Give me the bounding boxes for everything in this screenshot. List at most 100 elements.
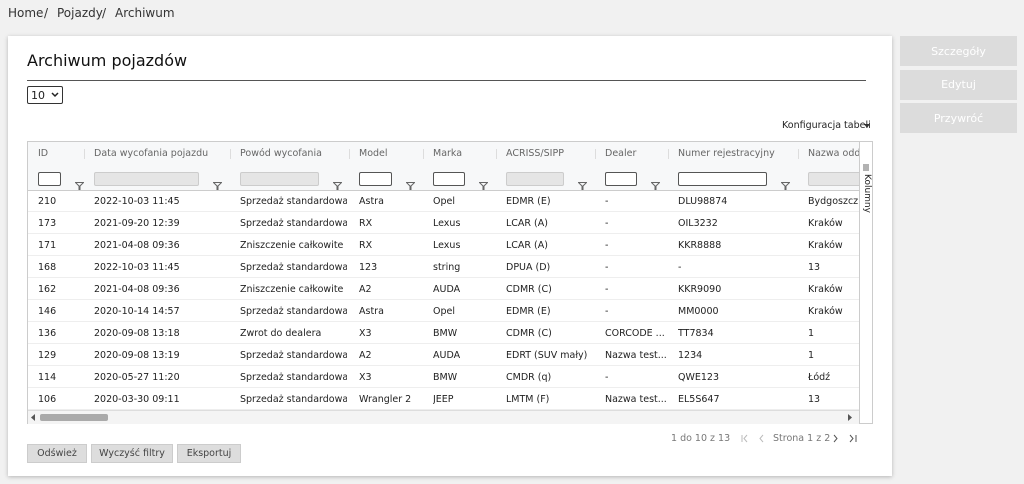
filter-icon[interactable]	[212, 175, 223, 194]
table-cell: CDMR (C)	[506, 328, 552, 339]
table-cell: 2020-10-14 14:57	[94, 306, 180, 317]
filter-input[interactable]	[94, 172, 199, 186]
table-cell: Kraków	[808, 284, 843, 295]
table-cell: 2020-05-27 11:20	[94, 372, 180, 383]
action-button[interactable]: Edytuj	[900, 69, 1017, 100]
column-header[interactable]: Nazwa odd	[808, 148, 860, 159]
table-cell: Sprzedaż standardowa	[240, 372, 347, 383]
columns-panel[interactable]: Kolumny	[860, 141, 873, 424]
table-cell: -	[605, 218, 609, 229]
filter-icon[interactable]	[478, 175, 489, 194]
footer-button[interactable]: Eksportuj	[177, 444, 241, 463]
table-cell: TT7834	[678, 328, 714, 339]
column-divider	[668, 149, 669, 159]
breadcrumb-item[interactable]: Home	[8, 6, 44, 20]
filter-icon[interactable]	[650, 175, 661, 194]
filter-icon[interactable]	[780, 175, 791, 194]
pager-icons	[741, 434, 857, 443]
table-cell: EDMR (E)	[506, 196, 551, 207]
table-cell: 129	[38, 350, 57, 361]
table-cell: -	[678, 262, 682, 273]
page-size-value: 10	[31, 89, 45, 102]
table-cell: Sprzedaż standardowa	[240, 350, 347, 361]
table-cell: CORCODE ...	[605, 328, 665, 339]
table-cell: 2021-04-08 09:36	[94, 240, 180, 251]
column-divider	[496, 149, 497, 159]
column-header[interactable]: Powód wycofania	[240, 148, 322, 159]
filter-icon[interactable]	[405, 175, 416, 194]
table-cell: Zniszczenie całkowite	[240, 284, 344, 295]
page-indicator: Strona 1 z 2	[773, 433, 831, 444]
filter-icon[interactable]	[74, 175, 85, 194]
filter-input[interactable]	[433, 172, 465, 186]
column-header[interactable]: Numer rejestracyjny	[678, 148, 775, 159]
page-size-select[interactable]: 10	[27, 86, 63, 104]
table-cell: AUDA	[433, 284, 461, 295]
h-scroll-thumb[interactable]	[40, 414, 108, 421]
card	[8, 36, 892, 476]
filter-input[interactable]	[359, 172, 392, 186]
table-cell: CMDR (q)	[506, 372, 552, 383]
table-cell: 123	[359, 262, 378, 273]
table-cell: 114	[38, 372, 57, 383]
table-row	[28, 366, 859, 388]
column-header[interactable]: Data wycofania pojazdu	[94, 148, 209, 159]
h-scrollbar[interactable]	[28, 410, 859, 424]
page-range: 1 do 10 z 13	[671, 433, 731, 444]
config-menu[interactable]: Konfiguracja tabeli	[782, 120, 871, 131]
table-row	[28, 256, 859, 278]
filter-input[interactable]	[240, 172, 319, 186]
column-divider	[349, 149, 350, 159]
breadcrumb-item: Archiwum	[115, 6, 175, 20]
action-button[interactable]: Szczegóły	[900, 36, 1017, 66]
table-cell: BMW	[433, 328, 458, 339]
filter-input[interactable]	[506, 172, 564, 186]
breadcrumb-item[interactable]: Pojazdy	[57, 6, 103, 20]
table-cell: X3	[359, 372, 372, 383]
column-header[interactable]: Dealer	[605, 148, 637, 159]
column-header[interactable]: Marka	[433, 148, 463, 159]
table-row	[28, 190, 859, 212]
column-divider	[595, 149, 596, 159]
table-cell: -	[605, 284, 609, 295]
table-cell: Sprzedaż standardowa	[240, 218, 347, 229]
config-menu-label: Konfiguracja tabeli	[782, 120, 871, 131]
table-row	[28, 388, 859, 410]
table-cell: 2022-10-03 11:45	[94, 262, 180, 273]
table-cell: -	[605, 262, 609, 273]
column-header[interactable]: ACRISS/SIPP	[506, 148, 564, 159]
footer-button[interactable]: Odśwież	[27, 444, 87, 463]
filter-input[interactable]	[678, 172, 767, 186]
column-header[interactable]: Model	[359, 148, 388, 159]
card-title: Archiwum pojazdów	[27, 51, 188, 70]
table-cell: EL5S647	[678, 394, 720, 405]
filter-icon[interactable]	[577, 175, 588, 194]
filter-input[interactable]	[38, 172, 61, 186]
filter-input[interactable]	[808, 172, 859, 186]
table-cell: Nazwa test...	[605, 394, 666, 405]
table-cell: KKR8888	[678, 240, 722, 251]
table-cell: 2020-09-08 13:18	[94, 328, 180, 339]
table-cell: Zwrot do dealera	[240, 328, 322, 339]
table-cell: 171	[38, 240, 57, 251]
scroll-right[interactable]	[847, 414, 853, 421]
table-row	[28, 212, 859, 234]
table-cell: -	[605, 372, 609, 383]
table-cell: EDMR (E)	[506, 306, 551, 317]
table-cell: Wrangler 2	[359, 394, 412, 405]
table-cell: 106	[38, 394, 57, 405]
table-row	[28, 300, 859, 322]
column-divider	[230, 149, 231, 159]
columns-panel-label: Kolumny	[862, 174, 872, 213]
footer-button[interactable]: Wyczyść filtry	[91, 444, 173, 463]
table-cell: A2	[359, 350, 372, 361]
filter-icon[interactable]	[332, 175, 343, 194]
table-cell: Sprzedaż standardowa	[240, 196, 347, 207]
scroll-left[interactable]	[30, 414, 36, 421]
filter-input[interactable]	[605, 172, 637, 186]
column-header[interactable]: ID	[38, 148, 49, 159]
table-cell: 173	[38, 218, 57, 229]
action-button[interactable]: Przywróć	[900, 103, 1017, 133]
column-divider	[798, 149, 799, 159]
